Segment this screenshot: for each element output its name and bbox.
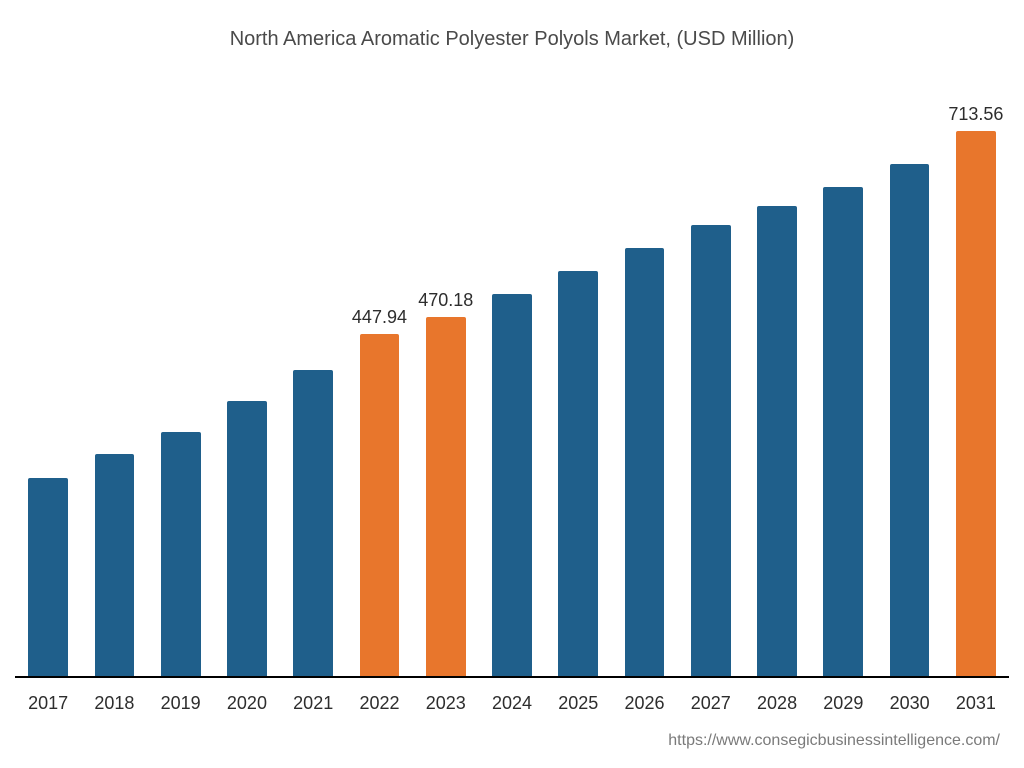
x-tick-label: 2027 bbox=[678, 693, 744, 714]
bar-value-label: 713.56 bbox=[948, 104, 1003, 125]
bar bbox=[757, 206, 797, 676]
bar-slot bbox=[744, 80, 810, 676]
chart-title: North America Aromatic Polyester Polyols… bbox=[0, 0, 1024, 51]
bar-slot bbox=[15, 80, 81, 676]
x-tick-label: 2022 bbox=[346, 693, 412, 714]
bar bbox=[823, 187, 863, 676]
x-tick-label: 2021 bbox=[280, 693, 346, 714]
x-tick-label: 2017 bbox=[15, 693, 81, 714]
bar-slot bbox=[148, 80, 214, 676]
bar bbox=[492, 294, 532, 676]
bar bbox=[161, 432, 201, 677]
bar bbox=[227, 401, 267, 676]
bar-slot bbox=[479, 80, 545, 676]
bar bbox=[956, 131, 996, 676]
bar-slot bbox=[678, 80, 744, 676]
bar-slot bbox=[280, 80, 346, 676]
bar bbox=[890, 164, 930, 676]
bar-slot bbox=[214, 80, 280, 676]
x-axis-baseline bbox=[15, 676, 1009, 678]
x-tick-label: 2018 bbox=[81, 693, 147, 714]
bar-slot bbox=[810, 80, 876, 676]
x-tick-label: 2020 bbox=[214, 693, 280, 714]
chart-container: North America Aromatic Polyester Polyols… bbox=[0, 0, 1024, 768]
bar-slot bbox=[876, 80, 942, 676]
bars-group: 447.94 470.18 713.56 bbox=[15, 80, 1009, 676]
x-tick-label: 2019 bbox=[148, 693, 214, 714]
x-tick-label: 2023 bbox=[413, 693, 479, 714]
x-tick-label: 2026 bbox=[611, 693, 677, 714]
x-tick-label: 2031 bbox=[943, 693, 1009, 714]
bar-value-label: 447.94 bbox=[352, 307, 407, 328]
bar bbox=[360, 334, 400, 676]
x-axis-labels: 2017201820192020202120222023202420252026… bbox=[15, 693, 1009, 714]
bar-slot bbox=[611, 80, 677, 676]
bar-slot bbox=[545, 80, 611, 676]
x-tick-label: 2024 bbox=[479, 693, 545, 714]
footer-source-url: https://www.consegicbusinessintelligence… bbox=[668, 732, 1000, 750]
plot-area: 447.94 470.18 713.56 bbox=[15, 80, 1009, 678]
bar-slot bbox=[81, 80, 147, 676]
bar bbox=[95, 454, 135, 676]
bar-slot: 470.18 bbox=[413, 80, 479, 676]
bar-value-label: 470.18 bbox=[418, 290, 473, 311]
bar bbox=[691, 225, 731, 676]
bar bbox=[558, 271, 598, 676]
bar bbox=[293, 370, 333, 676]
x-tick-label: 2030 bbox=[876, 693, 942, 714]
bar-slot: 447.94 bbox=[346, 80, 412, 676]
bar bbox=[28, 478, 68, 676]
bar bbox=[426, 317, 466, 676]
x-tick-label: 2029 bbox=[810, 693, 876, 714]
x-tick-label: 2025 bbox=[545, 693, 611, 714]
x-tick-label: 2028 bbox=[744, 693, 810, 714]
bar-slot: 713.56 bbox=[943, 80, 1009, 676]
bar bbox=[625, 248, 665, 676]
